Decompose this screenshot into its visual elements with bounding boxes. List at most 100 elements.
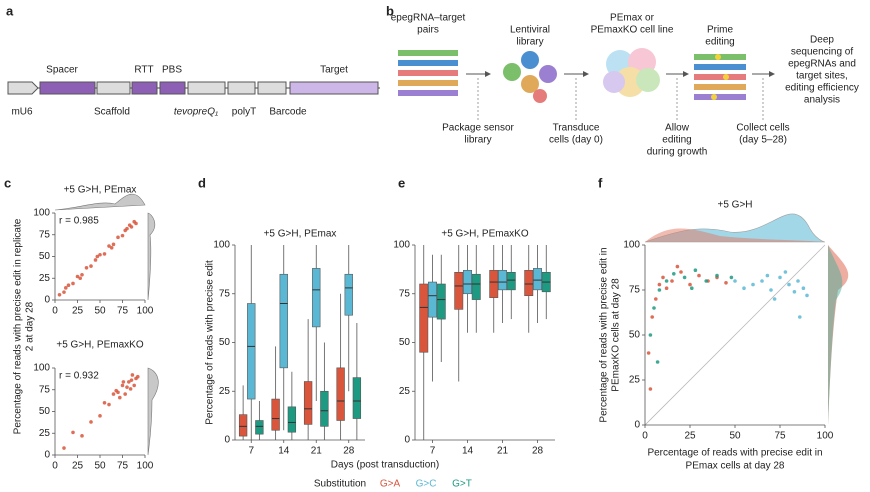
point [71,430,75,435]
point [765,273,770,278]
panel-label: d [198,175,206,190]
point [751,282,755,287]
step-label: epegRNAs and [788,59,856,70]
point [127,223,132,227]
point [657,282,662,287]
legend-entry: G>A [380,479,401,490]
x-tick-label: 50 [94,306,106,317]
point [796,279,800,283]
point [704,279,708,283]
element-label: polyT [232,107,256,118]
point [769,288,773,292]
y-tick-label: 25 [39,273,51,284]
target [289,81,379,95]
x-tick-label: 7 [248,446,254,457]
box [320,390,329,427]
point [120,233,125,238]
point [123,392,127,396]
y-tick-label: 50 [629,330,641,341]
point [801,286,806,291]
y-axis-label: 2 at day 28 [25,301,36,351]
point [89,420,93,424]
step-label: editing [705,37,734,48]
point [679,270,683,274]
annotation: Package sensor [442,123,514,134]
polyt [227,81,256,95]
x-tick-label: 21 [311,446,323,457]
point [661,275,665,280]
step-label: Deep [810,35,834,46]
panel-label: b [386,3,394,18]
step-label: editing efficiency [785,83,859,94]
point [107,402,111,407]
chart-title: +5 G>H, PEmaxKO [441,229,528,240]
point [742,286,746,291]
point [57,292,62,297]
point [715,273,719,278]
element-label: Scaffold [94,107,130,118]
box [506,271,516,291]
panel-label: e [398,175,405,190]
box [352,377,362,419]
y-axis-label: Percentage of reads with precise edit in… [13,218,24,434]
annotation: during growth [647,147,708,158]
x-tick-label: 75 [117,306,129,317]
point [95,254,100,259]
point [134,221,138,226]
y-tick-label: 25 [219,386,231,397]
workflow-diagram: epegRNA–target pairs Lentiviral library … [391,13,859,158]
annotation: cells (day 0) [549,135,603,146]
box [471,273,481,300]
virus-icon [503,51,557,103]
y-tick-label: 75 [399,288,411,299]
y-tick-label: 50 [39,406,51,417]
element-label: Spacer [46,65,78,76]
box [344,273,353,316]
chart-title: +5 G>H, PEmaxKO [56,340,143,351]
box [524,270,534,297]
point [109,246,114,250]
y-tick-label: 0 [404,435,410,446]
point [690,286,694,291]
x-tick-label: 0 [52,306,58,317]
point [664,279,669,283]
promoter [7,81,39,95]
pairs-icon [398,50,458,96]
point [688,282,692,287]
point [772,297,777,301]
panel-label: f [598,175,603,190]
x-tick-label: 7 [430,446,436,457]
element-label: tevopreQ₁ [174,107,218,118]
spacer [39,81,96,95]
point [127,380,131,384]
step-label: PEmaxKO cell line [591,25,674,36]
point [130,373,135,377]
x-axis-label: Days (post transduction) [331,460,439,471]
box [271,398,280,431]
chart-title: +5 G>H, PEmax [264,229,337,240]
scaffold [96,81,131,95]
chart-title: +5 G>H [717,200,752,211]
step-label: analysis [804,95,840,106]
point [78,276,82,281]
annotation: (day 5–28) [739,135,787,146]
y-tick-label: 100 [393,240,410,251]
element-label: RTT [134,65,153,76]
point [111,392,116,396]
point [125,385,129,389]
x-tick-label: 75 [774,431,786,442]
element-label: Barcode [269,107,307,118]
y-tick-label: 0 [634,420,640,431]
point [98,414,102,418]
x-tick-label: 25 [72,461,84,472]
box [436,283,446,320]
step-label: Lentiviral [510,25,550,36]
point [98,252,102,257]
rtt [131,81,158,95]
x-tick-label: 100 [817,431,834,442]
point [102,401,107,405]
chart-title: +5 G>H, PEmax [64,185,137,196]
point [114,388,118,393]
point [128,387,133,391]
